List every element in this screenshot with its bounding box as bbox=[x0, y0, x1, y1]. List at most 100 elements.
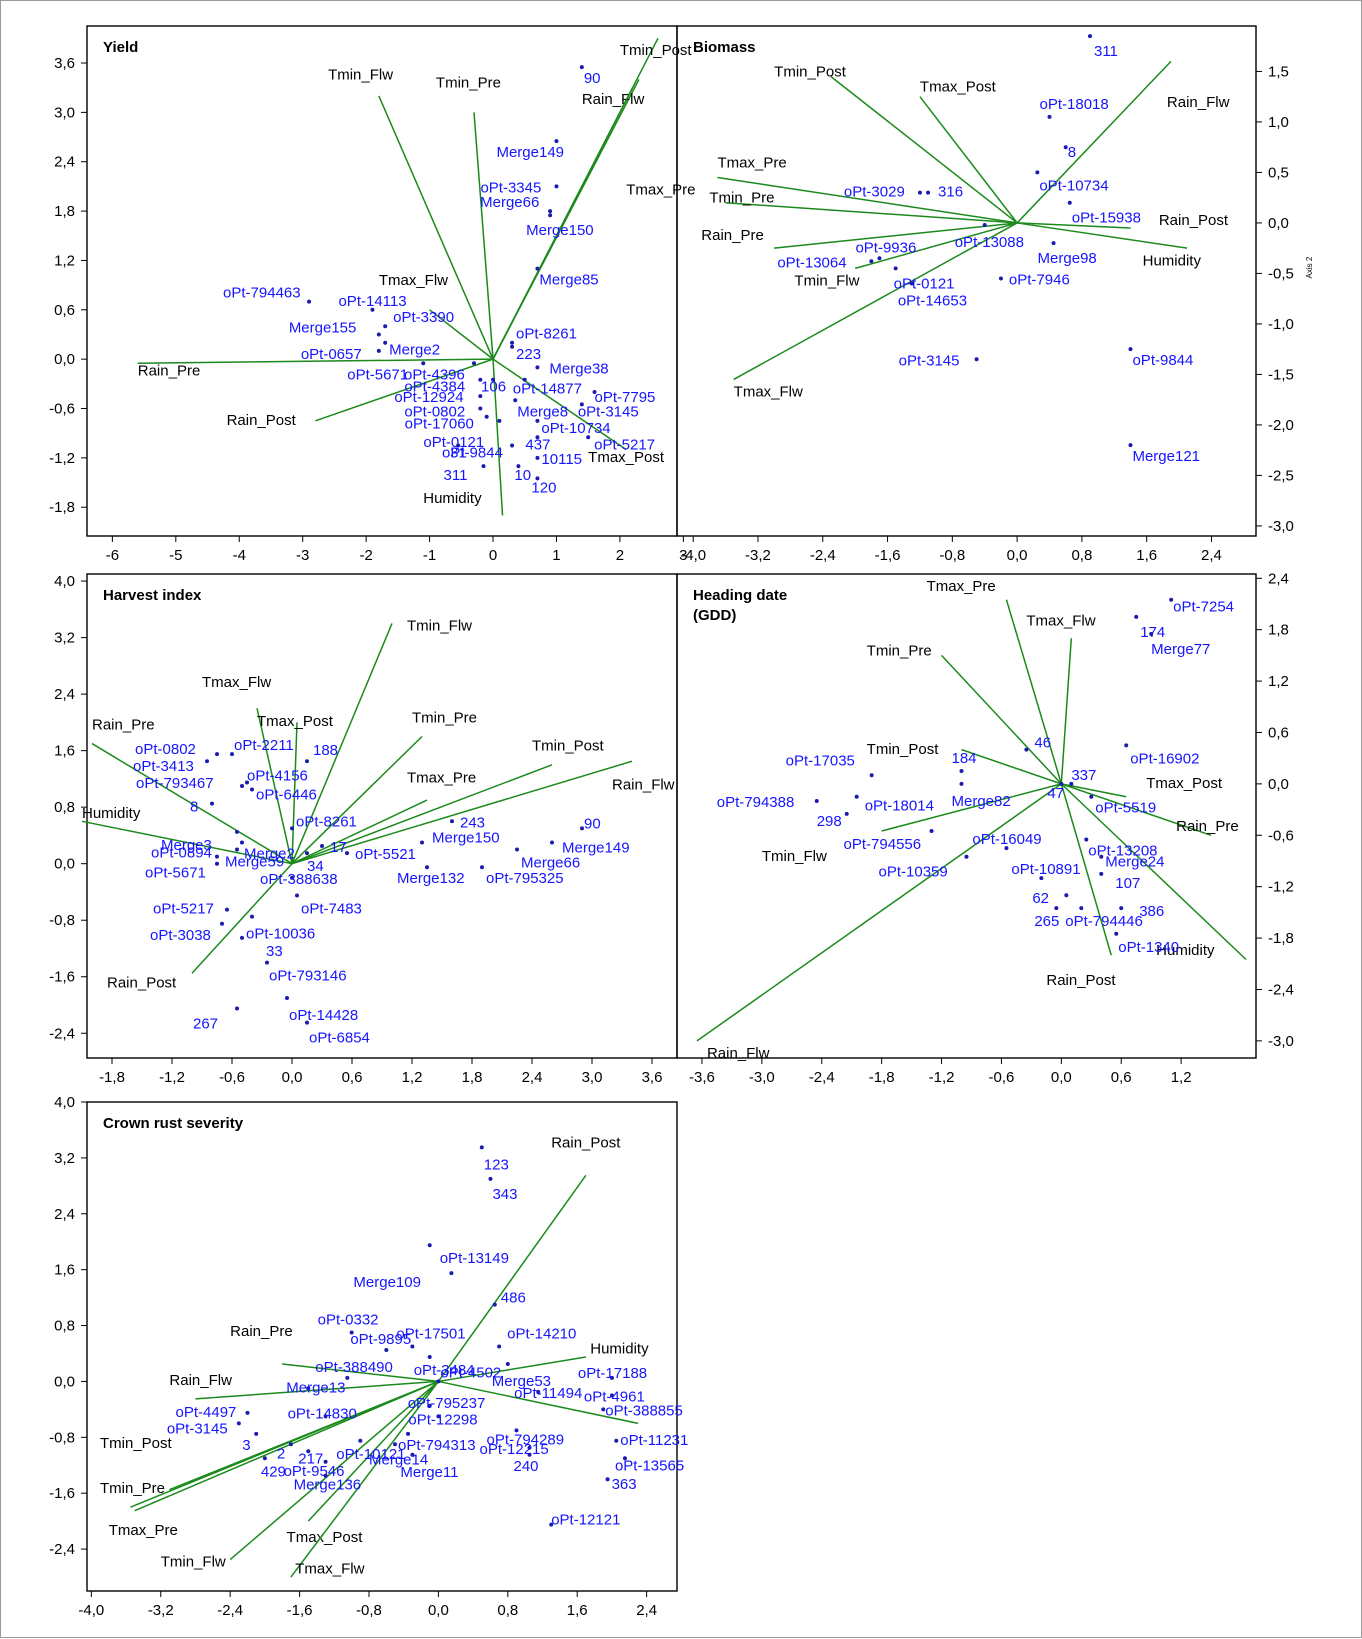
panel-4-point bbox=[965, 855, 969, 859]
panel-3-x-tick-label: 2,4 bbox=[522, 1069, 543, 1086]
panel-3-point bbox=[450, 819, 454, 823]
panel-5-point bbox=[497, 1345, 501, 1349]
panel-3-point bbox=[250, 915, 254, 919]
panel-1-y-tick-label: -0,6 bbox=[49, 401, 75, 418]
panel-1-point bbox=[478, 394, 482, 398]
panel-4-vector-label: Tmax_Post bbox=[1146, 775, 1223, 792]
panel-1-point-label: 120 bbox=[531, 479, 556, 496]
panel-3-point bbox=[225, 908, 229, 912]
panel-5-x-tick-label: 2,4 bbox=[636, 1602, 657, 1619]
panel-3-point bbox=[515, 848, 519, 852]
panel-2-x-tick-label: 0,8 bbox=[1071, 547, 1092, 564]
panel-2-vector-label: Rain_Pre bbox=[701, 227, 764, 244]
panel-2-vector-label: Rain_Flw bbox=[1167, 94, 1230, 111]
panel-4-point bbox=[1079, 906, 1083, 910]
panel-3-y-tick-label: 0,0 bbox=[54, 856, 75, 873]
panel-1-point-label: Merge155 bbox=[289, 319, 357, 336]
panel-4-point bbox=[1084, 838, 1088, 842]
panel-2-point bbox=[1052, 241, 1056, 245]
panel-2-point bbox=[999, 276, 1003, 280]
panel-5-point-label: oPt-3145 bbox=[167, 1420, 228, 1437]
panel-5-point bbox=[384, 1348, 388, 1352]
panel-1-point bbox=[548, 209, 552, 213]
panel-2-point-label: oPt-18018 bbox=[1040, 96, 1109, 113]
panel-5-point-label: oPt-388490 bbox=[315, 1359, 393, 1376]
panel-3-y-tick-label: -0,8 bbox=[49, 912, 75, 929]
panel-5-point-label: 363 bbox=[612, 1476, 637, 1493]
panel-2-point-label: oPt-14653 bbox=[898, 293, 967, 310]
panel-5-point bbox=[449, 1271, 453, 1275]
panel-5-vector-label: Tmax_Flw bbox=[295, 1561, 364, 1578]
panel-1-point-label: oPt-5217 bbox=[594, 436, 655, 453]
panel-3-vector-label: Rain_Flw bbox=[612, 777, 675, 794]
panel-5-y-tick-label: -1,6 bbox=[49, 1485, 75, 1502]
panel-5-point bbox=[358, 1439, 362, 1443]
panel-4-y-tick-label: -2,4 bbox=[1268, 981, 1294, 998]
panel-1-point-label: oPt-794463 bbox=[223, 285, 301, 302]
panel-4-point bbox=[1089, 795, 1093, 799]
panel-2-x-tick-label: -3,2 bbox=[745, 547, 771, 564]
panel-5-vector-label: Tmin_Pre bbox=[100, 1480, 165, 1497]
panel-4-vector-label: Rain_Pre bbox=[1176, 818, 1239, 835]
panel-5-point bbox=[493, 1303, 497, 1307]
panel-5-point-label: Merge11 bbox=[400, 1464, 458, 1481]
panel-5-point bbox=[254, 1432, 258, 1436]
panel-5-point-label: oPt-4497 bbox=[176, 1404, 237, 1421]
panel-3-point-label: oPt-7483 bbox=[301, 900, 362, 917]
panel-4-x-tick-label: -3,0 bbox=[749, 1069, 775, 1086]
panel-1-point bbox=[482, 464, 486, 468]
panel-3-point bbox=[265, 961, 269, 965]
panel-1-vector-label: Tmin_Pre bbox=[436, 75, 501, 92]
panel-1-y-tick-label: 1,2 bbox=[54, 252, 75, 269]
panel-3-point-label: oPt-14428 bbox=[289, 1007, 358, 1024]
panel-3-vector-label: Tmin_Post bbox=[532, 738, 605, 755]
panel-4-point bbox=[1099, 872, 1103, 876]
panel-1-point bbox=[383, 341, 387, 345]
panel-4-point-label: oPt-16049 bbox=[972, 831, 1041, 848]
panel-4-point-label: 107 bbox=[1115, 875, 1140, 892]
panel-1-x-tick-label: -5 bbox=[169, 547, 182, 564]
panel-4-point-label: oPt-794388 bbox=[717, 794, 795, 811]
panel-4-x-tick-label: -1,2 bbox=[929, 1069, 955, 1086]
panel-3-point bbox=[220, 922, 224, 926]
panel-1-point bbox=[586, 435, 590, 439]
panel-5-point-label: Merge109 bbox=[353, 1274, 421, 1291]
panel-5-y-tick-label: 1,6 bbox=[54, 1262, 75, 1279]
panel-4-y-tick-label: 1,8 bbox=[1268, 622, 1289, 639]
panel-4-point-label: oPt-17035 bbox=[786, 752, 855, 769]
panel-2-point-label: Merge121 bbox=[1132, 448, 1200, 465]
panel-3-x-tick-label: 1,2 bbox=[402, 1069, 423, 1086]
panel-5-point bbox=[528, 1453, 532, 1457]
panel-3-y-tick-label: -1,6 bbox=[49, 969, 75, 986]
panel-3-point bbox=[295, 893, 299, 897]
panel-2-point bbox=[894, 266, 898, 270]
panel-3-point-label: 8 bbox=[190, 799, 198, 816]
panel-5-y-tick-label: 0,0 bbox=[54, 1373, 75, 1390]
panel-4-point bbox=[930, 829, 934, 833]
panel-1-point-label: 106 bbox=[481, 379, 506, 396]
panel-3-vector-label: Tmax_Flw bbox=[202, 674, 271, 691]
panel-5-point-label: oPt-14210 bbox=[507, 1326, 576, 1343]
panel-4-point-label: Merge24 bbox=[1105, 854, 1164, 871]
panel-5-point bbox=[410, 1453, 414, 1457]
panel-1-point bbox=[510, 345, 514, 349]
panel-4-point-label: 46 bbox=[1034, 735, 1051, 752]
panel-2-vector-label: Rain_Post bbox=[1159, 212, 1229, 229]
panel-2-point-label: oPt-3029 bbox=[844, 184, 905, 201]
panel-1-y-tick-label: 3,6 bbox=[54, 55, 75, 72]
panel-4-y-tick-label: 1,2 bbox=[1268, 673, 1289, 690]
panel-4-x-tick-label: 0,6 bbox=[1111, 1069, 1132, 1086]
panel-2-point bbox=[1128, 443, 1132, 447]
panel-2-point-label: oPt-15938 bbox=[1072, 210, 1141, 227]
panel-2-point bbox=[877, 256, 881, 260]
panel-2-y-tick-label: 0,0 bbox=[1268, 215, 1289, 232]
panel-1-point-label: 223 bbox=[516, 346, 541, 363]
panel-2-point-label: oPt-7946 bbox=[1009, 271, 1070, 288]
panel-3-point bbox=[205, 759, 209, 763]
panel-2-point-label: oPt-9936 bbox=[855, 239, 916, 256]
panel-4-point-label: 386 bbox=[1139, 903, 1164, 920]
panel-3-point-label: oPt-793146 bbox=[269, 968, 347, 985]
panel-3-point bbox=[420, 840, 424, 844]
panel-4-point-label: oPt-1340 bbox=[1118, 939, 1179, 956]
